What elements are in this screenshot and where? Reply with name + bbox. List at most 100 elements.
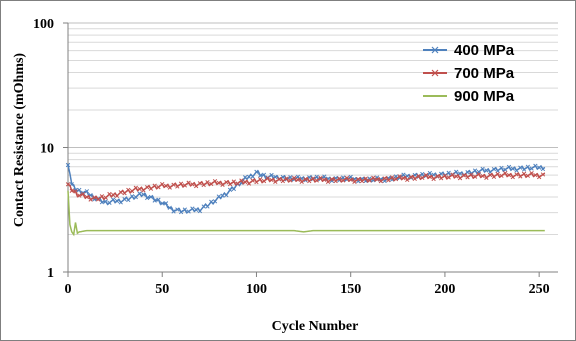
series-point	[378, 179, 383, 184]
x-axis-title: Cycle Number	[272, 319, 359, 334]
series-point	[92, 195, 97, 200]
series-point	[137, 186, 142, 192]
series-point	[148, 194, 154, 200]
series-point	[386, 178, 391, 183]
series-point	[111, 192, 116, 198]
series-point	[318, 175, 323, 181]
series-point	[212, 179, 218, 184]
series-point	[258, 173, 263, 178]
series-point	[133, 195, 138, 200]
series-point	[450, 172, 455, 177]
series-point	[250, 174, 255, 179]
axes-layer: 1 10 100 0 50 100 150 200 250	[33, 17, 558, 297]
series-point	[333, 178, 338, 184]
series-point	[88, 197, 93, 202]
series-point	[427, 170, 432, 176]
series-point	[133, 185, 138, 190]
series-point	[401, 175, 406, 181]
series-point	[224, 192, 229, 198]
series-point	[465, 170, 470, 175]
series-point	[518, 174, 523, 179]
series-point	[265, 176, 270, 181]
x-tick-label: 100	[246, 282, 267, 297]
series-point	[446, 175, 451, 180]
series-point	[261, 178, 267, 184]
series-point	[374, 177, 380, 182]
legend-label: 400 MPa	[454, 42, 515, 59]
series-point	[416, 173, 421, 179]
series-point	[197, 208, 203, 214]
series-point	[84, 194, 89, 200]
series-point	[454, 174, 459, 179]
series-point	[99, 194, 105, 199]
x-tick-label: 50	[155, 282, 169, 297]
series-point	[235, 181, 240, 186]
series-point	[431, 176, 436, 182]
series-point	[220, 182, 225, 187]
series-point	[435, 174, 440, 179]
series-point	[533, 172, 538, 178]
series-point	[356, 177, 361, 182]
series-point	[246, 174, 252, 179]
series-point	[540, 166, 546, 172]
series-point	[273, 179, 278, 184]
series-point	[201, 204, 206, 209]
series-point	[322, 177, 327, 182]
legend-marker	[431, 46, 439, 54]
series-point	[337, 176, 342, 181]
x-tick-label: 250	[529, 282, 550, 297]
series-point	[107, 200, 112, 205]
series-point	[521, 171, 527, 176]
series-point	[65, 162, 71, 168]
series-point	[209, 199, 214, 204]
series-point	[224, 180, 229, 185]
series-point	[273, 174, 278, 180]
series-point	[190, 206, 195, 211]
series-point	[205, 180, 210, 185]
series-point	[205, 204, 210, 209]
series-point	[178, 181, 184, 186]
legend-label: 700 MPa	[454, 65, 515, 82]
series-point	[126, 187, 131, 193]
series-point	[197, 181, 203, 186]
legend-marker	[431, 69, 439, 77]
legend-label: 900 MPa	[454, 88, 515, 105]
series-point	[457, 176, 463, 181]
series-point	[510, 166, 515, 171]
series-point	[156, 197, 161, 202]
series-point	[114, 198, 120, 204]
y-tick-label: 1	[47, 266, 54, 281]
series-point	[163, 201, 169, 206]
series-point	[103, 199, 108, 204]
series-point	[167, 185, 172, 190]
grid-layer	[68, 22, 558, 236]
series-point	[145, 195, 150, 201]
series-point	[167, 205, 172, 210]
series-point	[118, 190, 123, 195]
series-point	[212, 199, 218, 204]
series-point	[480, 173, 485, 179]
series-point	[182, 207, 187, 212]
series-point	[239, 178, 244, 183]
series-point	[499, 165, 504, 171]
series-point	[145, 185, 150, 190]
legend-layer: 400 MPa 700 MPa 900 MPa	[423, 42, 515, 105]
series-point	[182, 183, 187, 188]
series-point	[472, 168, 478, 173]
series-point	[141, 192, 146, 197]
series-point	[491, 174, 497, 179]
series-point	[420, 175, 425, 180]
series-point	[288, 178, 293, 183]
series-point	[420, 171, 425, 177]
series-point	[537, 165, 542, 170]
series-point	[84, 189, 89, 194]
series-point	[521, 167, 527, 172]
series-point	[216, 180, 221, 186]
series-point	[295, 177, 301, 182]
series-point	[65, 182, 71, 187]
series-point	[393, 176, 399, 182]
x-tick-label: 0	[65, 282, 72, 297]
series-point	[160, 201, 165, 206]
series-point	[269, 177, 274, 183]
